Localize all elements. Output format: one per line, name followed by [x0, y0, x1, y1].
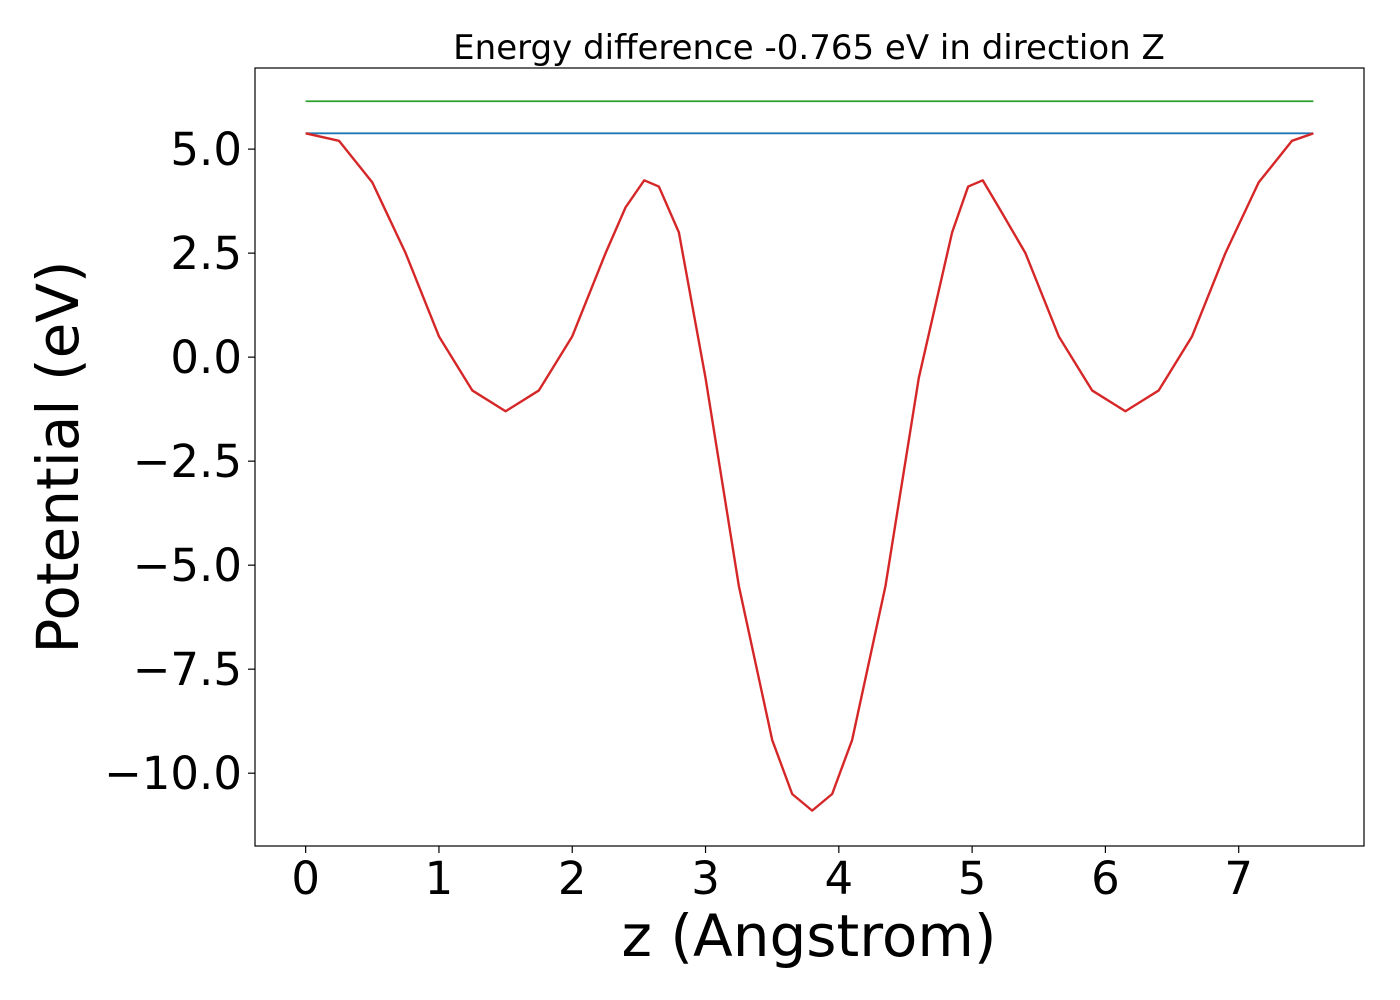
plot-lines — [305, 100, 1314, 812]
chart-title: Energy difference -0.765 eV in direction… — [453, 28, 1165, 68]
y-tick-label: 5.0 — [170, 123, 242, 176]
y-tick-label: −7.5 — [133, 643, 242, 696]
plot-frame — [254, 67, 1365, 847]
x-tick-label: 1 — [425, 852, 454, 905]
x-axis-ticks: 0 1 2 3 4 5 6 7 — [291, 846, 1253, 905]
x-tick-label: 4 — [825, 852, 854, 905]
y-tick-label: −2.5 — [133, 435, 242, 488]
y-axis-ticks: 5.0 2.5 0.0 −2.5 −5.0 −7.5 −10.0 — [104, 123, 255, 800]
x-tick-label: 0 — [291, 852, 320, 905]
y-tick-label: 0.0 — [170, 331, 242, 384]
x-tick-label: 2 — [558, 852, 587, 905]
x-tick-label: 6 — [1091, 852, 1120, 905]
y-tick-label: −10.0 — [104, 747, 242, 800]
y-axis-label: Potential (eV) — [24, 260, 92, 653]
y-tick-label: −5.0 — [133, 539, 242, 592]
x-tick-label: 7 — [1224, 852, 1253, 905]
x-tick-label: 5 — [958, 852, 987, 905]
series-line-2 — [305, 132, 1314, 812]
y-tick-label: 2.5 — [170, 227, 242, 280]
x-tick-label: 3 — [691, 852, 720, 905]
x-axis-label: z (Angstrom) — [622, 902, 997, 970]
